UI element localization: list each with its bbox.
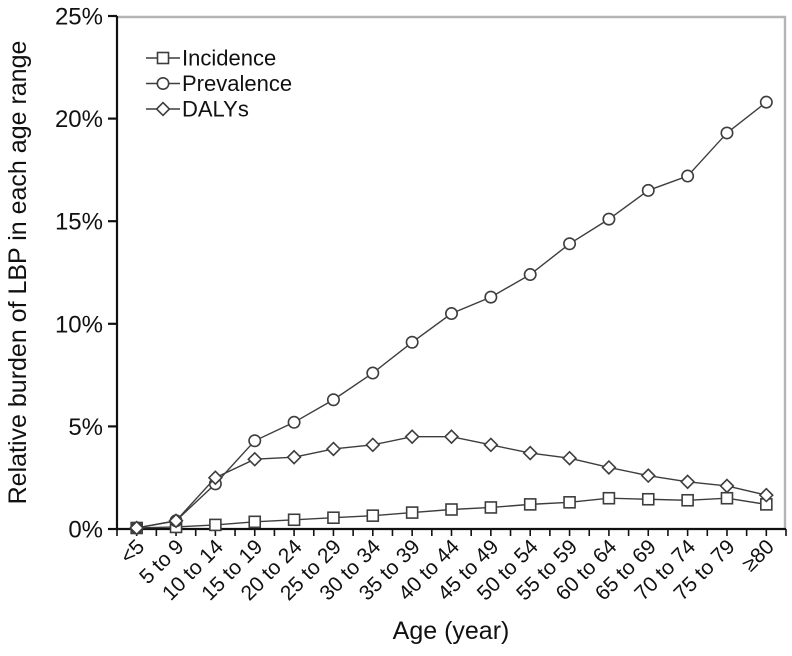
x-category-label: ≥80 [738, 535, 779, 576]
y-tick-label: 25% [55, 4, 103, 31]
square-marker [641, 492, 655, 506]
circle-marker [563, 237, 577, 251]
diamond-marker [719, 478, 735, 494]
series-incidence [130, 491, 773, 535]
legend-label: DALYs [182, 97, 249, 122]
circle-marker [287, 415, 301, 429]
plot-frame [117, 15, 787, 529]
y-tick-label: 15% [55, 209, 103, 236]
y-tick-label: 5% [68, 414, 103, 441]
square-marker [720, 491, 734, 505]
diamond-marker [404, 429, 420, 445]
circle-marker [641, 183, 655, 197]
y-axis-title: Relative burden of LBP in each age range [4, 41, 32, 505]
circle-marker [326, 393, 340, 407]
square-marker [366, 509, 380, 522]
square-marker [523, 498, 537, 511]
circle-marker [405, 335, 419, 349]
diamond-marker [129, 520, 145, 536]
legend-label: Incidence [182, 46, 276, 71]
square-marker [405, 506, 419, 519]
circle-marker [523, 268, 537, 282]
diamond-marker [522, 445, 538, 461]
diamond-marker [758, 487, 774, 503]
circle-marker [248, 434, 262, 448]
diamond-marker [168, 513, 184, 529]
y-tick-label: 0% [68, 517, 103, 544]
circle-marker [759, 95, 773, 109]
legend-item-prevalence: Prevalence [146, 71, 292, 96]
diamond-marker [601, 459, 617, 475]
circle-marker [366, 366, 380, 380]
legend-item-incidence: Incidence [146, 46, 276, 71]
circle-marker [602, 212, 616, 226]
circle-marker [681, 169, 695, 183]
square-marker [445, 503, 458, 516]
y-tick-label: 10% [55, 311, 103, 338]
square-marker [209, 518, 222, 532]
circle-marker [444, 307, 458, 321]
square-marker [248, 515, 262, 529]
diamond-marker [155, 101, 171, 117]
square-marker [327, 511, 340, 525]
x-axis-title: Age (year) [393, 617, 510, 645]
square-marker [602, 491, 616, 505]
series-prevalence [130, 95, 773, 535]
diamond-marker [286, 449, 302, 465]
legend-label: Prevalence [182, 71, 292, 96]
series-dalys [129, 429, 774, 536]
square-marker [484, 501, 498, 514]
diamond-marker [247, 451, 263, 467]
diamond-marker [562, 450, 578, 466]
circle-marker [720, 126, 734, 140]
diamond-marker [207, 470, 223, 486]
circle-marker [156, 77, 170, 91]
diamond-marker [365, 437, 381, 453]
square-marker [681, 493, 694, 507]
square-marker [563, 496, 576, 509]
data-series [129, 95, 774, 536]
diamond-marker [640, 468, 656, 484]
diamond-marker [680, 474, 696, 490]
square-marker [287, 513, 301, 527]
diamond-marker [443, 429, 460, 445]
y-tick-label: 20% [55, 106, 103, 133]
square-marker [156, 51, 170, 65]
circle-marker [484, 290, 498, 304]
diamond-marker [483, 437, 499, 453]
diamond-marker [325, 441, 341, 457]
legend-item-dalys: DALYs [146, 97, 249, 122]
